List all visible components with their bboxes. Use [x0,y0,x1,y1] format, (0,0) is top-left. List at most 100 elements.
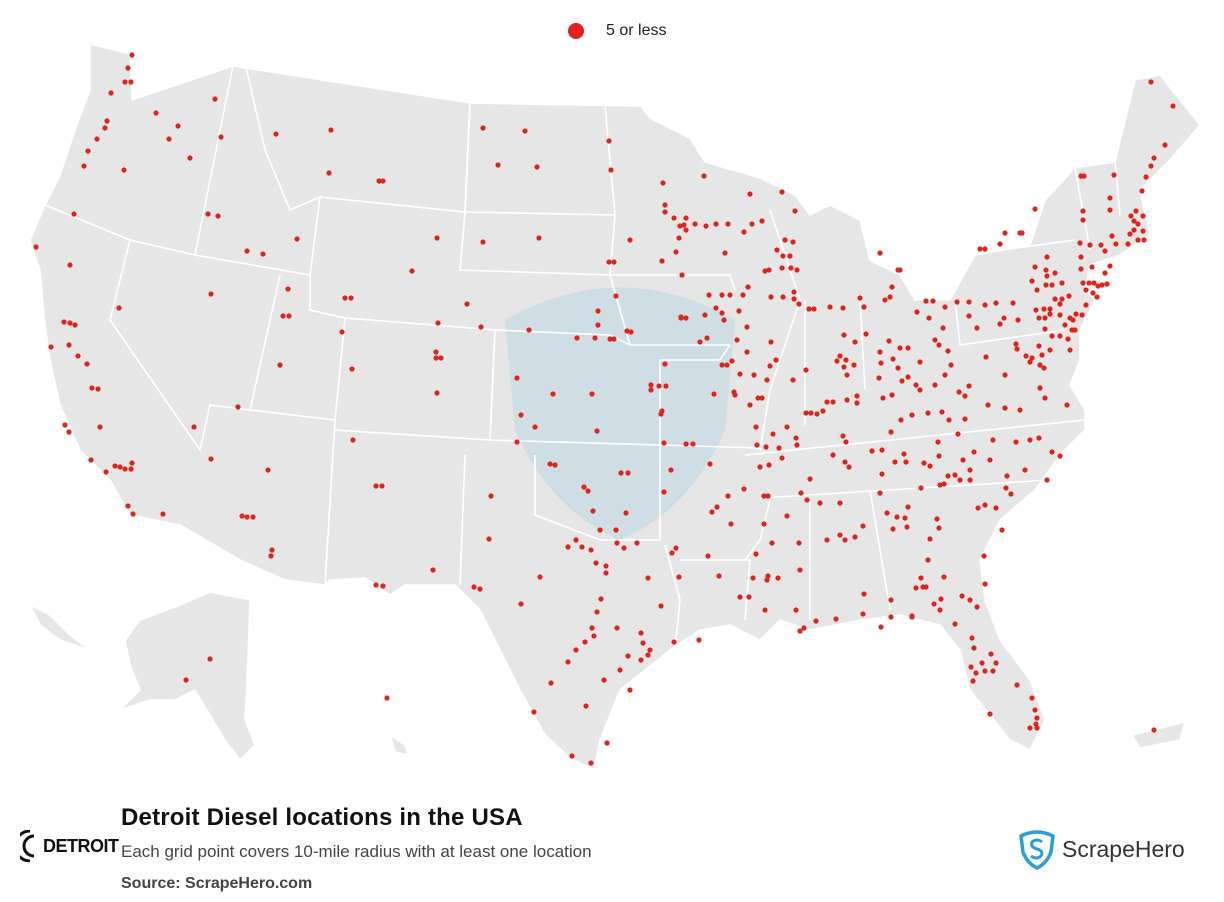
location-marker [548,680,554,686]
map-svg [29,43,1201,771]
location-marker [982,302,988,308]
location-marker [939,409,945,415]
location-marker [869,448,875,454]
location-marker [860,611,866,617]
location-marker [638,657,644,663]
location-marker [793,435,799,441]
location-marker [205,211,211,217]
location-marker [547,461,553,467]
location-marker [932,382,938,388]
location-marker [1001,315,1007,321]
location-marker [518,412,524,418]
location-marker [1095,283,1101,289]
location-marker [606,259,612,265]
location-marker [918,575,924,581]
location-marker [215,213,221,219]
location-marker [737,371,743,377]
hawaii [389,734,409,756]
location-marker [837,500,843,506]
location-marker [987,711,993,717]
location-marker [706,292,712,298]
location-marker [122,466,128,472]
location-marker [153,110,159,116]
location-marker [796,301,802,307]
land-mass [29,43,1201,771]
location-marker [1047,311,1053,317]
location-marker [514,375,520,381]
location-marker [1017,230,1023,236]
map-source: Source: ScrapeHero.com [121,875,313,892]
location-marker [640,640,646,646]
location-marker [814,411,820,417]
location-marker [803,410,809,416]
location-marker [585,488,591,494]
location-marker [1010,300,1016,306]
location-marker [435,320,441,326]
location-marker [617,667,623,673]
location-marker [793,607,799,613]
location-marker [727,292,733,298]
location-marker [898,417,904,423]
location-marker [277,362,283,368]
location-marker [843,357,849,363]
location-marker [956,389,962,395]
location-marker [433,349,439,355]
location-marker [1135,221,1141,227]
location-marker [966,383,972,389]
location-marker [794,267,800,273]
location-marker [594,609,600,615]
location-marker [840,433,846,439]
location-marker [985,402,991,408]
location-marker [235,404,241,410]
location-marker [1049,333,1055,339]
location-marker [734,337,740,343]
location-marker [1002,372,1008,378]
location-marker [1148,163,1154,169]
location-marker [1140,228,1146,234]
location-marker [1111,172,1117,178]
location-marker [807,476,813,482]
location-marker [638,630,644,636]
location-marker [628,329,634,335]
location-marker [936,525,942,531]
location-marker [1041,365,1047,371]
scrapehero-shield-icon [1019,830,1055,870]
location-marker [1049,282,1055,288]
location-marker [1073,311,1079,317]
location-marker [471,584,477,590]
location-marker [879,447,885,453]
location-marker [608,167,614,173]
location-marker [775,575,781,581]
location-marker [967,467,973,473]
location-marker [244,514,250,520]
location-marker [936,453,942,459]
location-marker [627,687,633,693]
location-marker [1162,142,1168,148]
location-marker [537,574,543,580]
location-marker [104,118,110,124]
location-marker [905,345,911,351]
location-marker [957,477,963,483]
location-marker [762,607,768,613]
location-marker [116,305,122,311]
location-marker [861,304,867,310]
location-marker [342,295,348,301]
location-marker [595,308,601,314]
location-marker [166,136,172,142]
location-marker [1128,213,1134,219]
location-marker [1148,79,1154,85]
location-marker [921,460,927,466]
location-marker [128,466,134,472]
location-marker [798,490,804,496]
location-marker [1032,707,1038,713]
location-marker [903,459,909,465]
location-marker [888,429,894,435]
location-marker [434,390,440,396]
location-marker [889,284,895,290]
location-marker [522,128,528,134]
location-marker [941,481,947,487]
location-marker [938,596,944,602]
location-marker [72,322,78,328]
location-marker [269,547,275,553]
location-marker [937,607,943,613]
